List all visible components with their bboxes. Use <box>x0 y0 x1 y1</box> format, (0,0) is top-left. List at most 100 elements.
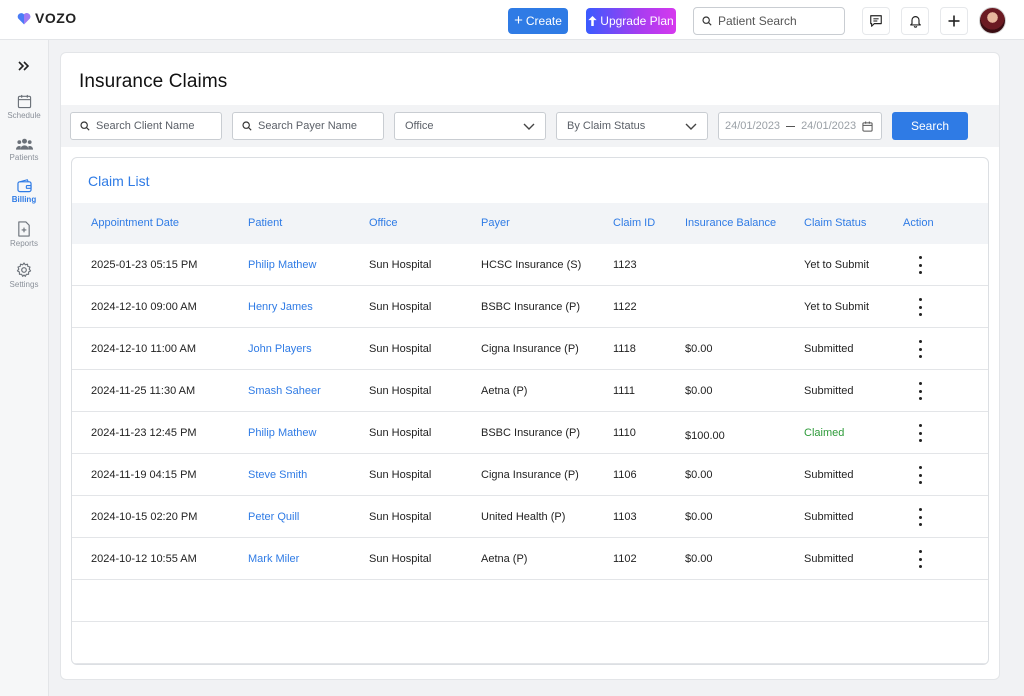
sidebar-item-schedule[interactable]: Schedule <box>0 94 48 120</box>
bell-icon <box>909 16 921 28</box>
claim-status-cell: Submitted <box>804 511 854 523</box>
column-header-office[interactable]: Office <box>369 217 398 229</box>
claim-id-cell: 1111 <box>613 385 636 397</box>
create-button[interactable]: + Create <box>508 8 568 34</box>
date-range-separator-icon <box>786 125 796 127</box>
filter-bar: Search Client Name Search Payer Name Off… <box>61 105 999 147</box>
sidebar-item-patients[interactable]: Patients <box>0 137 48 162</box>
patient-link[interactable]: Philip Mathew <box>248 427 317 439</box>
table-row: 2024-12-10 09:00 AM Henry James Sun Hosp… <box>72 286 988 328</box>
claim-status-cell: Submitted <box>804 385 854 397</box>
user-avatar[interactable] <box>979 7 1006 34</box>
appointment-date-cell: 2024-12-10 11:00 AM <box>91 343 196 355</box>
row-actions-menu-icon[interactable] <box>910 256 930 274</box>
column-header-insurance-balance[interactable]: Insurance Balance <box>685 217 777 229</box>
appointment-date-cell: 2024-10-12 10:55 AM <box>91 553 197 565</box>
insurance-balance-cell: $0.00 <box>685 553 713 565</box>
patient-link[interactable]: Steve Smith <box>248 469 308 481</box>
table-row: 2024-11-19 04:15 PM Steve Smith Sun Hosp… <box>72 454 988 496</box>
appointment-date-cell: 2024-11-23 12:45 PM <box>91 427 197 439</box>
appointment-date-cell: 2025-01-23 05:15 PM <box>91 259 198 271</box>
office-select[interactable]: Office <box>394 112 546 140</box>
column-header-action: Action <box>903 217 934 229</box>
sidebar-item-reports[interactable]: Reports <box>0 221 48 248</box>
claim-status-cell: Yet to Submit <box>804 259 870 271</box>
payer-cell: Aetna (P) <box>481 553 528 565</box>
claim-status-select[interactable]: By Claim Status <box>556 112 708 140</box>
office-cell: Sun Hospital <box>369 385 432 397</box>
row-actions-menu-icon[interactable] <box>910 298 930 316</box>
create-label: Create <box>525 14 562 28</box>
column-header-patient[interactable]: Patient <box>248 217 283 229</box>
column-header-claim-id[interactable]: Claim ID <box>613 217 656 229</box>
date-range-input[interactable]: 24/01/2023 24/01/2023 <box>718 112 882 140</box>
row-actions-menu-icon[interactable] <box>910 466 930 484</box>
office-cell: Sun Hospital <box>369 553 432 565</box>
patient-search-input[interactable]: Patient Search <box>693 7 845 35</box>
expand-sidebar-button[interactable] <box>14 58 34 74</box>
insurance-balance-cell: $0.00 <box>685 343 713 355</box>
calendar-icon[interactable] <box>862 120 873 132</box>
sidebar-label: Reports <box>9 239 38 248</box>
patient-link[interactable]: Smash Saheer <box>248 385 321 397</box>
search-button[interactable]: Search <box>892 112 968 140</box>
chevron-down-icon <box>685 123 697 130</box>
table-row: 2025-01-23 05:15 PM Philip Mathew Sun Ho… <box>72 244 988 286</box>
search-icon <box>80 121 90 131</box>
insurance-claims-panel: Insurance Claims Search Client Name Sear… <box>60 52 1000 680</box>
claim-list-card: Claim List Appointment Date Patient Offi… <box>71 157 989 665</box>
claim-status-cell: Claimed <box>804 427 845 439</box>
column-header-payer[interactable]: Payer <box>481 217 510 229</box>
notifications-button[interactable] <box>901 7 929 35</box>
payer-cell: Cigna Insurance (P) <box>481 343 579 355</box>
payer-cell: Aetna (P) <box>481 385 528 397</box>
plus-icon: + <box>514 12 523 29</box>
patient-link[interactable]: Peter Quill <box>248 511 300 523</box>
office-cell: Sun Hospital <box>369 343 432 355</box>
claim-id-cell: 1102 <box>613 553 637 565</box>
gear-icon <box>16 262 32 277</box>
plus-icon <box>948 15 960 27</box>
table-row: 2024-10-15 02:20 PM Peter Quill Sun Hosp… <box>72 496 988 538</box>
table-row: 2024-11-25 11:30 AM Smash Saheer Sun Hos… <box>72 370 988 412</box>
column-header-appointment-date[interactable]: Appointment Date <box>91 217 180 229</box>
patient-link[interactable]: John Players <box>248 343 312 355</box>
wallet-icon <box>16 179 32 193</box>
column-header-claim-status[interactable]: Claim Status <box>804 217 867 229</box>
patient-link[interactable]: Philip Mathew <box>248 259 317 271</box>
claim-id-cell: 1122 <box>613 301 637 313</box>
sidebar-label: Settings <box>9 280 39 289</box>
client-name-search-input[interactable]: Search Client Name <box>70 112 222 140</box>
claim-table-body: 2025-01-23 05:15 PM Philip Mathew Sun Ho… <box>72 244 988 664</box>
payer-cell: Cigna Insurance (P) <box>481 469 579 481</box>
patient-link[interactable]: Henry James <box>248 301 313 313</box>
row-actions-menu-icon[interactable] <box>910 382 930 400</box>
row-actions-menu-icon[interactable] <box>910 550 930 568</box>
upgrade-plan-button[interactable]: Upgrade Plan <box>586 8 676 34</box>
table-row: 2024-10-12 10:55 AM Mark Miler Sun Hospi… <box>72 538 988 580</box>
appointment-date-cell: 2024-10-15 02:20 PM <box>91 511 198 523</box>
add-button[interactable] <box>940 7 968 35</box>
report-icon <box>18 221 30 237</box>
claim-status-cell: Submitted <box>804 469 854 481</box>
sidebar-item-billing[interactable]: Billing <box>0 179 48 204</box>
logo[interactable]: VOZO <box>17 10 77 26</box>
chat-icon <box>870 15 882 27</box>
patient-search-placeholder: Patient Search <box>718 14 797 28</box>
heart-logo-icon <box>17 12 31 24</box>
search-icon <box>702 16 712 26</box>
office-cell: Sun Hospital <box>369 259 432 271</box>
table-row: 2024-11-23 12:45 PM Philip Mathew Sun Ho… <box>72 412 988 454</box>
messages-button[interactable] <box>862 7 890 35</box>
patient-link[interactable]: Mark Miler <box>248 553 300 565</box>
row-actions-menu-icon[interactable] <box>910 508 930 526</box>
row-actions-menu-icon[interactable] <box>910 340 930 358</box>
sidebar-item-settings[interactable]: Settings <box>0 262 48 289</box>
claim-list-title: Claim List <box>88 173 150 189</box>
payer-name-search-input[interactable]: Search Payer Name <box>232 112 384 140</box>
appointment-date-cell: 2024-11-25 11:30 AM <box>91 385 196 397</box>
office-select-value: Office <box>405 120 434 132</box>
row-actions-menu-icon[interactable] <box>910 424 930 442</box>
sidebar-label: Schedule <box>7 111 41 120</box>
appointment-date-cell: 2024-12-10 09:00 AM <box>91 301 197 313</box>
